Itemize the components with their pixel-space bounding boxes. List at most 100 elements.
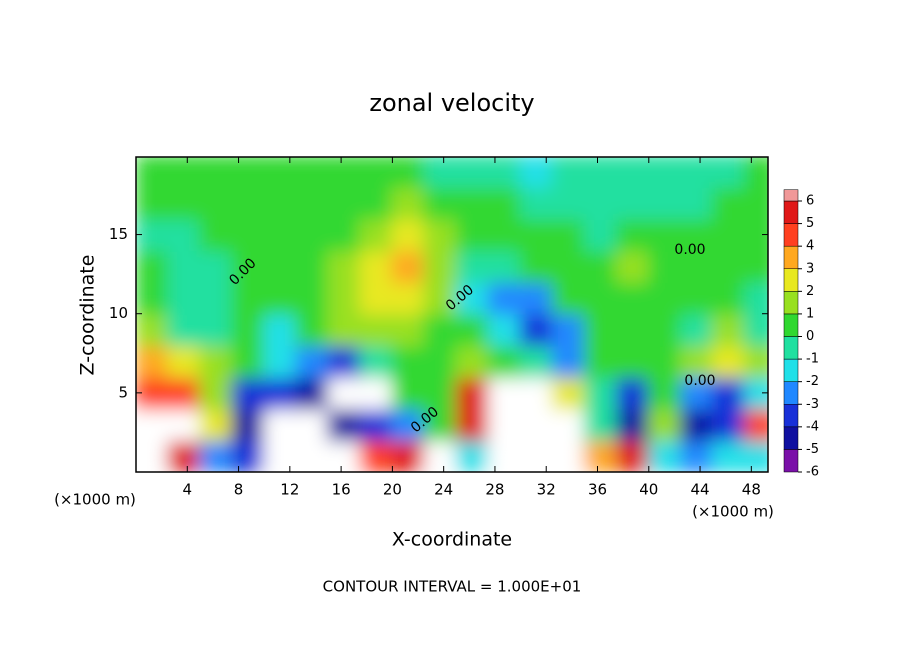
field-cell: [391, 407, 426, 442]
field-cell: [167, 312, 202, 347]
x-tick-label: 12: [280, 481, 299, 499]
contour-label: 0.00: [674, 242, 705, 258]
field-cell: [615, 217, 650, 252]
field-cell: [519, 312, 554, 347]
field-cell: [743, 376, 768, 410]
field-cell: [615, 344, 650, 379]
field-cell: [551, 281, 586, 315]
colorbar-swatch: [783, 404, 799, 428]
colorbar-swatch: [783, 358, 799, 382]
field-cell: [679, 439, 714, 472]
field-cell: [263, 281, 298, 315]
colorbar-label: 6: [806, 194, 814, 209]
field-cell: [199, 407, 234, 442]
field-cell: [231, 407, 266, 442]
field-cell: [487, 249, 522, 284]
field-cell: [615, 157, 650, 189]
field-cell: [231, 249, 266, 284]
x-tick-label: 44: [691, 481, 710, 499]
field-cell: [551, 312, 586, 347]
field-cell: [711, 376, 746, 410]
field-cell: [327, 407, 362, 442]
field-cell: [391, 439, 426, 472]
field-cell: [647, 312, 682, 347]
field-cell: [615, 376, 650, 410]
field-cell: [487, 281, 522, 315]
field-cell: [263, 376, 298, 410]
field-cell: [647, 186, 682, 220]
colorbar-swatch: [783, 223, 799, 247]
field-cell: [647, 407, 682, 442]
field-cell: [231, 344, 266, 379]
field-cell: [711, 186, 746, 220]
colorbar-label: -2: [806, 374, 819, 389]
field-cell: [647, 249, 682, 284]
field-cell: [295, 157, 330, 189]
field-cell: [679, 217, 714, 252]
colorbar-swatch: [783, 291, 799, 315]
field-cell: [551, 186, 586, 220]
colorbar-swatch: [783, 336, 799, 360]
field-cell: [391, 312, 426, 347]
field-cell: [327, 312, 362, 347]
field-cell: [711, 407, 746, 442]
y-tick-label: 5: [118, 383, 128, 401]
y-tick-label: 15: [109, 225, 128, 243]
field-cell: [199, 157, 234, 189]
x-axis-label: X-coordinate: [392, 529, 512, 551]
field-cell: [167, 407, 202, 442]
field-cell: [551, 439, 586, 472]
field-cell: [295, 376, 330, 410]
field-cell: [711, 439, 746, 472]
field-cell: [359, 344, 394, 379]
field-cell: [231, 157, 266, 189]
field-cell: [136, 186, 170, 220]
field-cell: [679, 344, 714, 379]
field-cell: [359, 312, 394, 347]
y-axis-label: Z-coordinate: [77, 255, 99, 376]
field-cell: [199, 217, 234, 252]
field-cell: [167, 217, 202, 252]
field-cell: [711, 281, 746, 315]
field-cell: [167, 376, 202, 410]
colorbar-label: -5: [806, 442, 819, 457]
colorbar-swatch: [783, 313, 799, 337]
field-cell: [487, 217, 522, 252]
field-cell: [583, 249, 618, 284]
x-tick-label: 48: [742, 481, 761, 499]
field-cell: [743, 344, 768, 379]
field-cell: [615, 407, 650, 442]
colorbar-label: 5: [806, 216, 814, 231]
field-cell: [551, 376, 586, 410]
field-cell: [231, 281, 266, 315]
field-cell: [679, 281, 714, 315]
field-cell: [583, 312, 618, 347]
field-cell: [679, 312, 714, 347]
colorbar-swatch: [783, 245, 799, 270]
field-cell: [423, 376, 458, 410]
x-tick-label: 20: [383, 481, 402, 499]
x-tick-label: 36: [588, 481, 607, 499]
field-cell: [423, 249, 458, 284]
field-cell: [167, 439, 202, 472]
field-cell: [327, 281, 362, 315]
field-cell: [455, 217, 490, 252]
field-cell: [519, 217, 554, 252]
field-cell: [455, 249, 490, 284]
field-cell: [231, 186, 266, 220]
colorbar-label: -6: [806, 465, 819, 480]
field-cell: [743, 186, 768, 220]
field-cell: [423, 439, 458, 472]
colorbar-label: 1: [806, 306, 814, 321]
colorbar-label: 0: [806, 329, 814, 344]
field-cell: [295, 344, 330, 379]
colorbar-swatch: [783, 268, 799, 292]
field-cell: [231, 376, 266, 410]
field-cell: [231, 312, 266, 347]
field-cell: [679, 376, 714, 410]
field-cell: [711, 312, 746, 347]
field-cell: [295, 217, 330, 252]
field-cell: [423, 157, 458, 189]
field-cell: [327, 376, 362, 410]
